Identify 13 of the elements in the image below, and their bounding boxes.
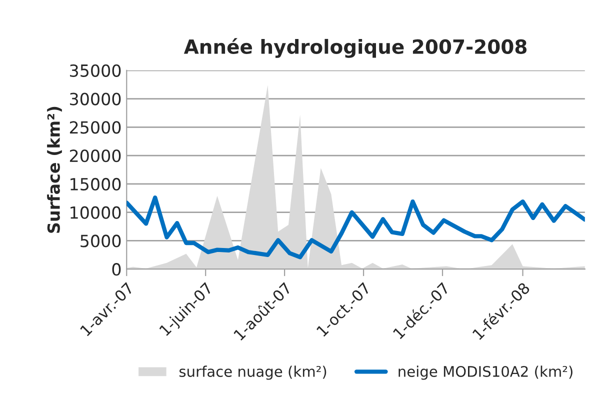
y-tick-label: 20000 (70, 150, 121, 162)
y-tick-label: 10000 (70, 206, 121, 219)
line-series (126, 195, 585, 260)
y-tick-label: 35000 (70, 64, 121, 77)
legend-label: neige MODIS10A2 (km²) (398, 366, 572, 380)
chart-title: Année hydrologique 2007-2008 (184, 38, 527, 58)
y-tick-label: 5000 (80, 234, 121, 248)
y-tick-label: 25000 (70, 121, 121, 134)
y-axis-title: Surface (km²) (47, 106, 62, 233)
y-tick-label: 15000 (70, 178, 121, 191)
y-tick-label: 30000 (70, 92, 121, 106)
y-tick-label: 0 (112, 263, 121, 276)
legend-label: surface nuage (km²) (179, 366, 326, 380)
